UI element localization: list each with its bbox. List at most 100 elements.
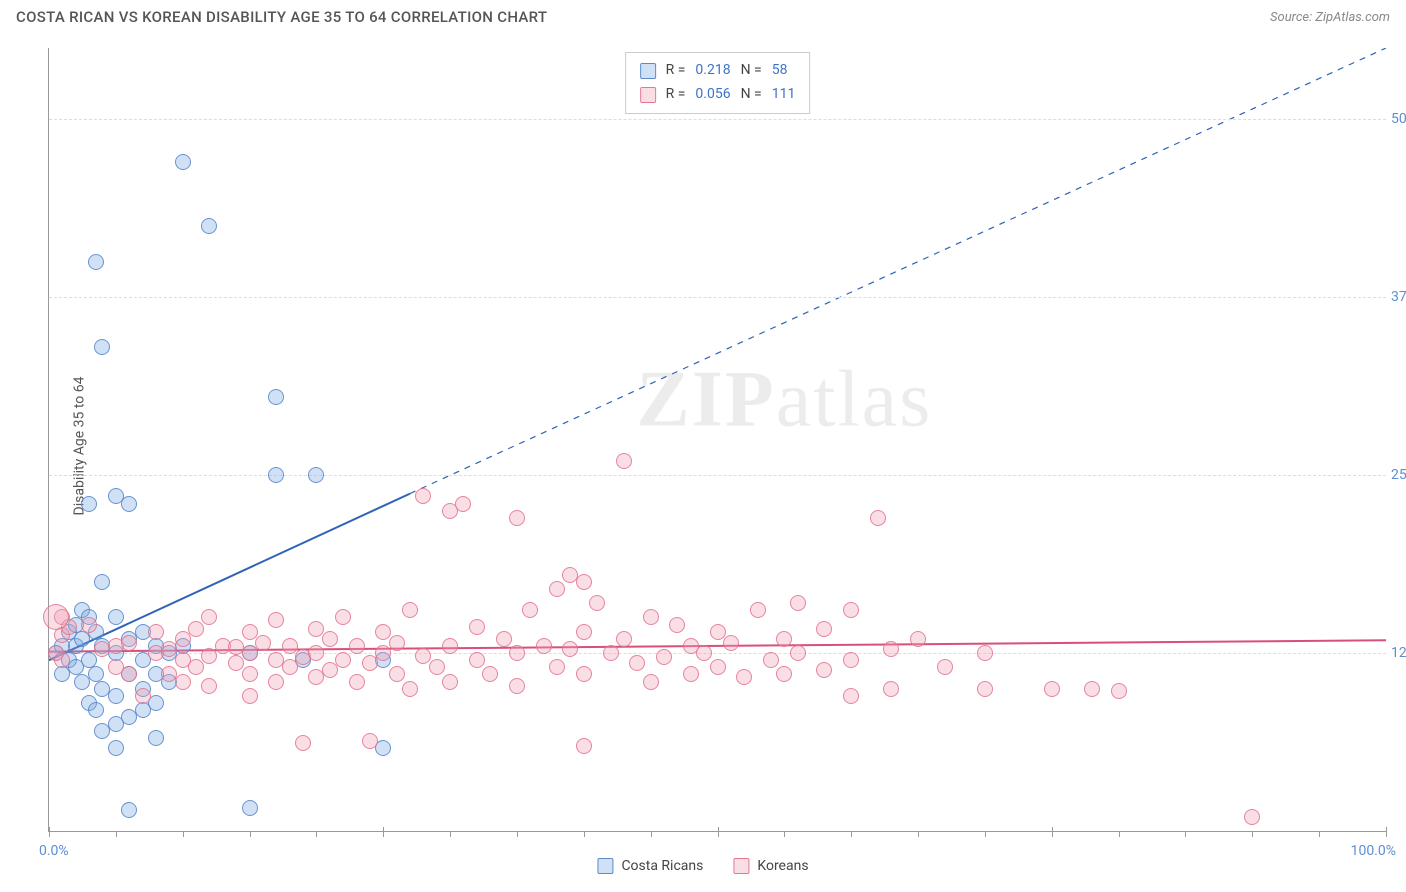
scatter-point (482, 666, 498, 682)
grid-line (49, 297, 1386, 298)
scatter-point (268, 612, 284, 628)
scatter-point (643, 674, 659, 690)
y-tick-label: 25.0% (1391, 467, 1406, 483)
scatter-point (108, 740, 124, 756)
scatter-point (455, 496, 471, 512)
scatter-point (776, 631, 792, 647)
scatter-point (1084, 681, 1100, 697)
x-tick-mark (116, 831, 117, 837)
scatter-point (710, 624, 726, 640)
scatter-point (228, 655, 244, 671)
scatter-point (429, 659, 445, 675)
x-tick-mark (1052, 827, 1053, 837)
scatter-point (322, 662, 338, 678)
scatter-point (415, 648, 431, 664)
scatter-point (121, 666, 137, 682)
scatter-point (616, 631, 632, 647)
scatter-point (536, 638, 552, 654)
scatter-point (576, 574, 592, 590)
scatter-point (242, 800, 258, 816)
scatter-point (362, 655, 378, 671)
watermark: ZIPatlas (636, 355, 932, 446)
x-axis-min-label: 0.0% (39, 843, 69, 859)
scatter-point (522, 602, 538, 618)
chart-source: Source: ZipAtlas.com (1270, 10, 1390, 25)
scatter-point (242, 666, 258, 682)
scatter-point (349, 638, 365, 654)
scatter-point (816, 621, 832, 637)
x-tick-mark (450, 831, 451, 837)
x-tick-mark (316, 831, 317, 837)
scatter-point (268, 389, 284, 405)
scatter-point (242, 688, 258, 704)
scatter-point (268, 467, 284, 483)
scatter-point (148, 624, 164, 640)
scatter-point (188, 621, 204, 637)
swatch-pink (640, 87, 656, 103)
scatter-point (335, 652, 351, 668)
scatter-point (616, 453, 632, 469)
scatter-point (94, 339, 110, 355)
scatter-point (188, 659, 204, 675)
correlation-legend: R = 0.218 N = 58 R = 0.056 N = 111 (625, 52, 811, 114)
scatter-point (375, 645, 391, 661)
scatter-point (576, 738, 592, 754)
scatter-point (121, 635, 137, 651)
scatter-point (121, 496, 137, 512)
scatter-point (201, 609, 217, 625)
y-tick-label: 50.0% (1391, 111, 1406, 127)
legend-row-pink: R = 0.056 N = 111 (640, 83, 796, 107)
scatter-point (108, 609, 124, 625)
scatter-point (54, 652, 70, 668)
scatter-point (121, 802, 137, 818)
scatter-point (148, 730, 164, 746)
scatter-point (362, 733, 378, 749)
scatter-point (335, 609, 351, 625)
scatter-point (683, 666, 699, 682)
x-tick-mark (1386, 827, 1387, 837)
scatter-point (843, 602, 859, 618)
plot-box: ZIPatlas R = 0.218 N = 58 R = 0.056 N = … (48, 48, 1386, 832)
x-tick-mark (183, 831, 184, 837)
scatter-point (469, 652, 485, 668)
scatter-point (375, 624, 391, 640)
scatter-point (161, 641, 177, 657)
chart-title: COSTA RICAN VS KOREAN DISABILITY AGE 35 … (16, 8, 547, 26)
scatter-point (88, 254, 104, 270)
scatter-point (255, 635, 271, 651)
grid-line (49, 119, 1386, 120)
scatter-point (108, 688, 124, 704)
scatter-point (295, 735, 311, 751)
x-tick-mark (1319, 831, 1320, 837)
y-tick-label: 37.5% (1391, 289, 1406, 305)
x-tick-mark (651, 831, 652, 837)
scatter-point (175, 154, 191, 170)
scatter-point (201, 648, 217, 664)
chart-plot-area: ZIPatlas R = 0.218 N = 58 R = 0.056 N = … (48, 48, 1386, 832)
scatter-point (669, 617, 685, 633)
scatter-point (910, 631, 926, 647)
scatter-point (442, 674, 458, 690)
scatter-point (1111, 683, 1127, 699)
x-tick-mark (784, 831, 785, 837)
scatter-point (576, 666, 592, 682)
scatter-point (242, 624, 258, 640)
x-axis-max-label: 100.0% (1351, 843, 1396, 859)
scatter-point (937, 659, 953, 675)
scatter-point (736, 669, 752, 685)
scatter-point (710, 659, 726, 675)
x-tick-mark (918, 831, 919, 837)
scatter-point (282, 659, 298, 675)
x-tick-mark (985, 831, 986, 837)
x-tick-mark (1252, 831, 1253, 837)
scatter-point (816, 662, 832, 678)
scatter-point (723, 635, 739, 651)
scatter-point (402, 602, 418, 618)
scatter-point (88, 702, 104, 718)
scatter-point (576, 624, 592, 640)
scatter-point (790, 645, 806, 661)
scatter-point (389, 635, 405, 651)
scatter-point (201, 678, 217, 694)
scatter-point (843, 688, 859, 704)
scatter-point (643, 609, 659, 625)
